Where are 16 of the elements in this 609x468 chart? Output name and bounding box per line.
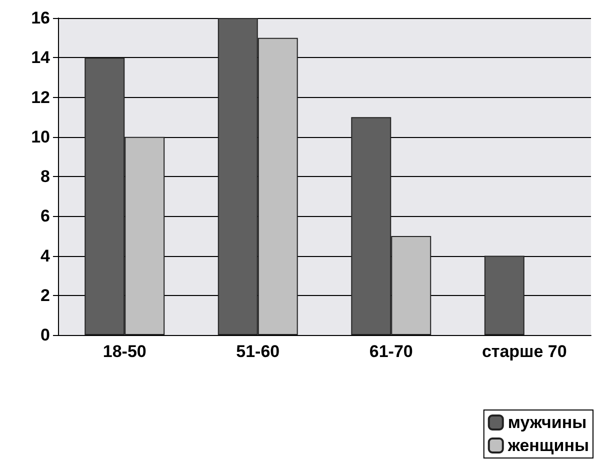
y-tick-label: 16 [31, 8, 50, 28]
x-tick-label: 18-50 [102, 342, 146, 361]
y-tick-label: 4 [40, 246, 51, 266]
y-tick-label: 10 [31, 127, 50, 146]
y-tick-label: 8 [40, 167, 50, 186]
y-tick-label: 6 [40, 206, 50, 226]
y-tick-label: 14 [31, 48, 51, 68]
bar [484, 256, 524, 335]
legend-label: мужчины [508, 413, 587, 432]
x-tick-label: старше 70 [482, 342, 567, 361]
legend-label: женщины [506, 436, 590, 455]
x-tick-label: 61-70 [369, 342, 413, 361]
y-tick-label: 0 [40, 326, 50, 344]
x-tick-label: 51-60 [236, 342, 280, 361]
y-tick-label: 12 [31, 88, 50, 107]
y-tick-label: 2 [40, 286, 50, 305]
